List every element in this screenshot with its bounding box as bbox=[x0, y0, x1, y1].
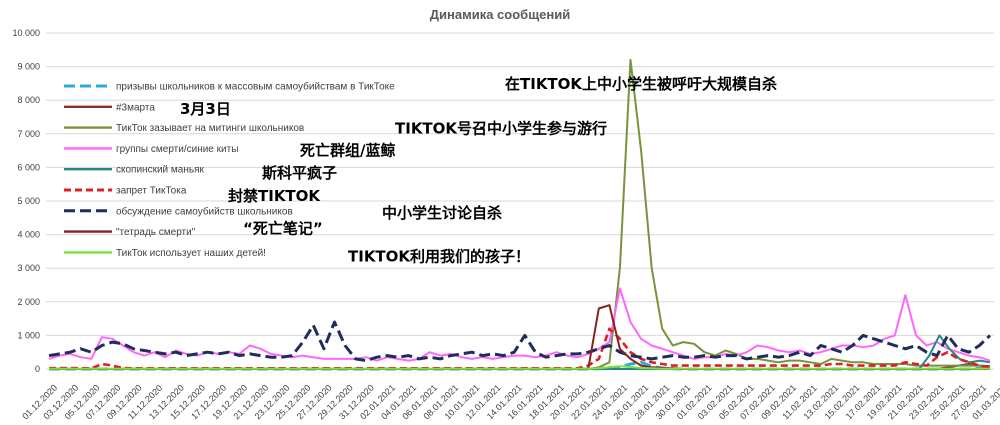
annotation-label: 封禁TIKTOK bbox=[228, 187, 321, 205]
series-line-8 bbox=[49, 304, 990, 370]
annotation-label: 3月3日 bbox=[180, 100, 231, 118]
legend-label: ТикТок зазывает на митинги школьников bbox=[116, 123, 304, 134]
y-tick-label: 7 000 bbox=[17, 129, 40, 139]
y-tick-label: 5 000 bbox=[17, 196, 40, 206]
legend-item: скопинский маньяк bbox=[64, 165, 204, 176]
legend-item: ТикТок использует наших детей! bbox=[64, 248, 266, 259]
legend-label: скопинский маньяк bbox=[116, 165, 204, 176]
legend-item: ТикТок зазывает на митинги школьников bbox=[64, 123, 304, 134]
legend-item: запрет ТикТока bbox=[64, 186, 187, 197]
legend-label: группы смерти/синие киты bbox=[116, 144, 238, 155]
chart-title: Динамика сообщений bbox=[430, 7, 570, 22]
y-tick-label: 0 bbox=[35, 364, 40, 374]
series-line-7 bbox=[48, 320, 992, 363]
legend-label: "тетрадь смерти" bbox=[116, 227, 196, 238]
annotation-label: TIKTOK号召中小学生参与游行 bbox=[395, 120, 607, 138]
legend-label: ТикТок использует наших детей! bbox=[116, 248, 266, 259]
y-tick-label: 6 000 bbox=[17, 162, 40, 172]
y-tick-label: 10 000 bbox=[12, 28, 40, 38]
annotations: 在TIKTOK上中小学生被呼吁大规模自杀 3月3日 TIKTOK号召中小学生参与游行… bbox=[180, 75, 777, 265]
annotation-label: “死亡笔记” bbox=[243, 220, 323, 238]
y-tick-label: 4 000 bbox=[17, 230, 40, 240]
legend-item: группы смерти/синие киты bbox=[64, 144, 238, 155]
legend-label: #3марта bbox=[116, 102, 155, 113]
legend-item: обсуждение самоубийств школьников bbox=[64, 205, 293, 217]
legend: призывы школьников к массовым самоубийст… bbox=[64, 81, 395, 259]
annotation-label: 中小学生讨论自杀 bbox=[382, 204, 502, 222]
series-line-9 bbox=[49, 365, 990, 370]
x-axis-ticks: 01.12.202003.12.202005.12.202007.12.2020… bbox=[20, 382, 1000, 421]
legend-item: #3марта bbox=[64, 102, 155, 113]
annotation-label: 死亡群组/蓝鲸 bbox=[300, 141, 395, 159]
y-tick-label: 1 000 bbox=[17, 330, 40, 340]
series-lines bbox=[48, 58, 992, 371]
legend-item: "тетрадь смерти" bbox=[64, 227, 196, 238]
y-axis-ticks: 0 1 000 2 000 3 000 4 000 5 000 6 000 7 000 8 00… bbox=[12, 28, 40, 374]
annotation-label: 在TIKTOK上中小学生被呼吁大规模自杀 bbox=[505, 75, 777, 93]
y-tick-label: 8 000 bbox=[17, 95, 40, 105]
series-line-4 bbox=[48, 287, 991, 362]
legend-label: запрет ТикТока bbox=[116, 186, 187, 197]
y-tick-label: 3 000 bbox=[17, 263, 40, 273]
legend-item: призывы школьников к массовым самоубийст… bbox=[64, 81, 395, 93]
annotation-label: TIKTOK利用我们的孩子！ bbox=[348, 247, 530, 265]
legend-label: призывы школьников к массовым самоубийст… bbox=[116, 81, 395, 93]
y-tick-label: 9 000 bbox=[17, 62, 40, 72]
annotation-label: 斯科平疯子 bbox=[262, 164, 337, 182]
y-tick-label: 2 000 bbox=[17, 297, 40, 307]
legend-label: обсуждение самоубийств школьников bbox=[116, 205, 293, 217]
grid-lines bbox=[46, 32, 994, 370]
